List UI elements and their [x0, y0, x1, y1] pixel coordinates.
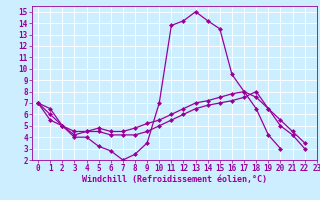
X-axis label: Windchill (Refroidissement éolien,°C): Windchill (Refroidissement éolien,°C)	[82, 175, 267, 184]
